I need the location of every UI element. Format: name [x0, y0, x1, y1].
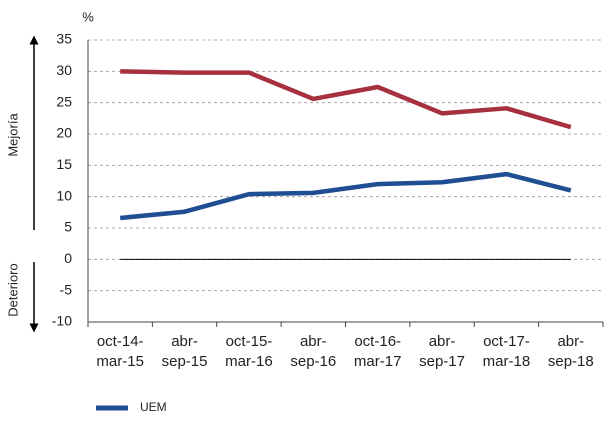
- side-label-up: Mejoría: [5, 113, 20, 157]
- x-tick-label-line: abr-: [557, 333, 584, 350]
- y-unit-label: %: [82, 9, 94, 24]
- side-label-down: Deterioro: [5, 263, 20, 316]
- x-tick-label: oct-14- mar-15: [96, 333, 144, 370]
- x-tick-label-line: abr-: [300, 333, 327, 350]
- x-tick-label-line: mar-15: [96, 353, 144, 370]
- y-tick-label: 0: [64, 250, 72, 266]
- x-tick-label-line: sep-15: [162, 353, 208, 370]
- x-tick-label: abr-sep-15: [162, 333, 208, 370]
- x-tick-label: abr-sep-16: [290, 333, 336, 370]
- x-tick-label-line: oct-14-: [97, 333, 144, 350]
- x-tick-label: abr-sep-17: [419, 333, 465, 370]
- y-tick-label: -5: [60, 281, 73, 297]
- series-line: [120, 69, 572, 130]
- x-tick-label-line: abr-: [429, 333, 456, 350]
- y-tick-label: 15: [56, 156, 72, 172]
- y-tick-label: 20: [56, 125, 72, 141]
- x-tick-label-line: sep-18: [548, 353, 594, 370]
- x-tick-label-line: oct-16-: [354, 333, 401, 350]
- y-tick-label: 5: [64, 219, 72, 235]
- x-tick-label-line: sep-16: [290, 353, 336, 370]
- x-tick-label-line: oct-15-: [226, 333, 273, 350]
- y-tick-label: -10: [52, 313, 72, 329]
- x-tick-label: oct-15- mar-16: [225, 333, 273, 370]
- x-tick-label-line: oct-17-: [483, 333, 530, 350]
- x-tick-label-line: mar-17: [354, 353, 402, 370]
- x-tick-label-line: mar-18: [483, 353, 531, 370]
- x-tick-label-line: abr-: [171, 333, 198, 350]
- x-tick-label: abr-sep-18: [548, 333, 594, 370]
- y-tick-label: 30: [56, 62, 72, 78]
- x-tick-label-line: mar-16: [225, 353, 273, 370]
- y-tick-label: 35: [56, 31, 72, 47]
- series-line: [119, 171, 572, 221]
- y-tick-label: 10: [56, 187, 72, 203]
- x-tick-label: oct-17- mar-18: [483, 333, 531, 370]
- legend-label: UEM: [140, 400, 167, 414]
- x-tick-label-line: sep-17: [419, 353, 465, 370]
- y-tick-label: 25: [56, 93, 72, 109]
- x-tick-label: oct-16- mar-17: [354, 333, 402, 370]
